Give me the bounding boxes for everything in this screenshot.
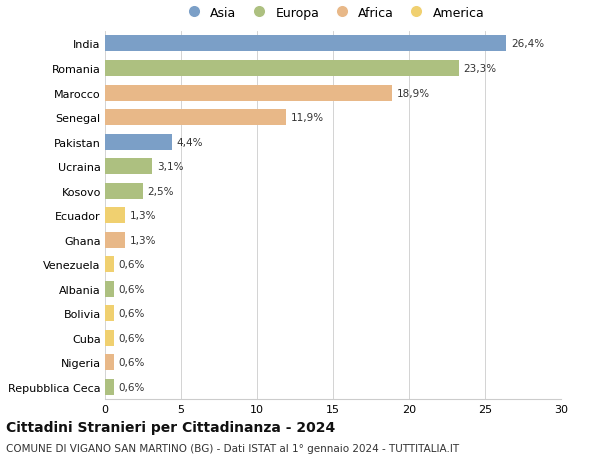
Bar: [105, 379, 114, 395]
Bar: [105, 159, 152, 175]
Text: 0,6%: 0,6%: [119, 358, 145, 368]
Text: 11,9%: 11,9%: [290, 113, 323, 123]
Bar: [105, 183, 143, 199]
Text: 0,6%: 0,6%: [119, 284, 145, 294]
Text: 2,5%: 2,5%: [148, 186, 174, 196]
Legend: Asia, Europa, Africa, America: Asia, Europa, Africa, America: [176, 2, 490, 25]
Text: Cittadini Stranieri per Cittadinanza - 2024: Cittadini Stranieri per Cittadinanza - 2…: [6, 420, 335, 434]
Bar: [105, 232, 125, 248]
Text: 4,4%: 4,4%: [176, 137, 203, 147]
Bar: [105, 330, 114, 346]
Text: 26,4%: 26,4%: [511, 39, 544, 50]
Bar: [105, 134, 172, 150]
Text: 3,1%: 3,1%: [157, 162, 183, 172]
Bar: [105, 110, 286, 126]
Bar: [105, 306, 114, 322]
Bar: [105, 36, 506, 52]
Bar: [105, 281, 114, 297]
Text: 0,6%: 0,6%: [119, 382, 145, 392]
Text: 1,3%: 1,3%: [130, 235, 156, 245]
Bar: [105, 257, 114, 273]
Bar: [105, 208, 125, 224]
Text: 18,9%: 18,9%: [397, 88, 430, 98]
Bar: [105, 355, 114, 370]
Bar: [105, 85, 392, 101]
Bar: [105, 61, 459, 77]
Text: 0,6%: 0,6%: [119, 308, 145, 319]
Text: 1,3%: 1,3%: [130, 211, 156, 221]
Text: 0,6%: 0,6%: [119, 260, 145, 270]
Text: 0,6%: 0,6%: [119, 333, 145, 343]
Text: 23,3%: 23,3%: [464, 64, 497, 74]
Text: COMUNE DI VIGANO SAN MARTINO (BG) - Dati ISTAT al 1° gennaio 2024 - TUTTITALIA.I: COMUNE DI VIGANO SAN MARTINO (BG) - Dati…: [6, 443, 459, 453]
